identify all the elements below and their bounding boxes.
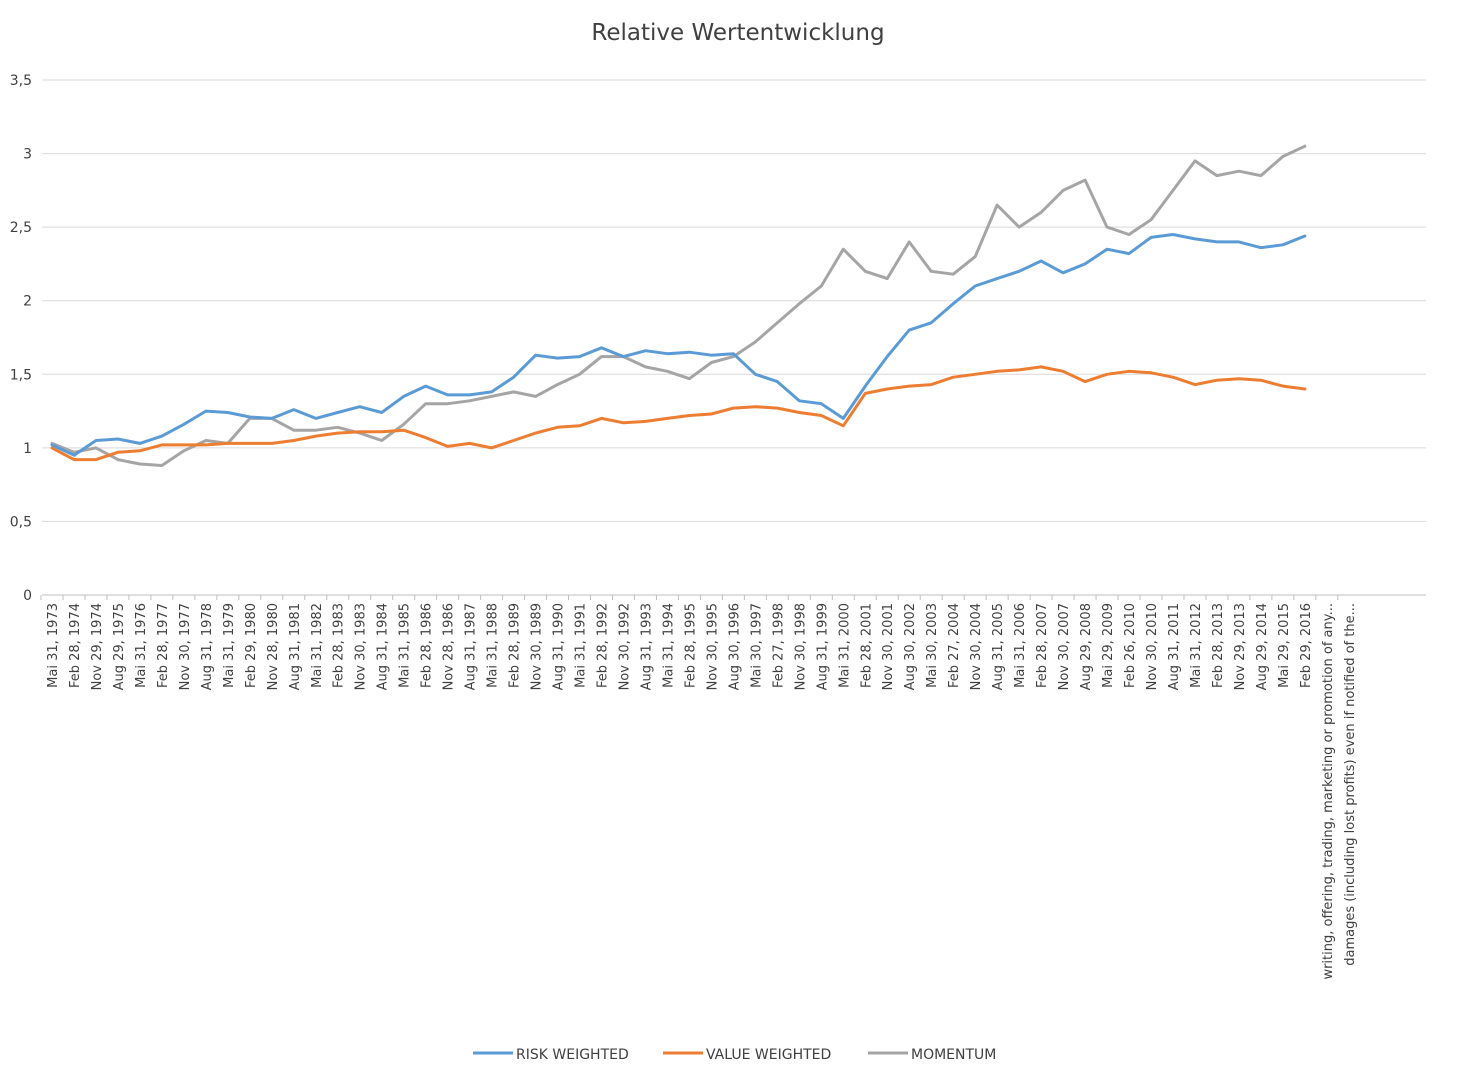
x-tick-label: Mai 31, 1991: [574, 603, 589, 688]
x-tick-label: damages (including lost profits) even if…: [1343, 603, 1358, 966]
x-tick-label: Nov 29, 1974: [90, 603, 105, 690]
x-tick-label: Mai 30, 1997: [749, 603, 764, 688]
x-tick-label: Mai 29, 2015: [1277, 603, 1292, 688]
x-tick-label: Nov 30, 2010: [1145, 603, 1160, 690]
x-tick-label: Feb 28, 2013: [1211, 603, 1226, 688]
x-tick-label: Mai 31, 2012: [1189, 603, 1204, 688]
x-tick-label: Feb 28, 1977: [156, 603, 171, 688]
x-tick-label: Aug 31, 1984: [376, 603, 391, 690]
x-tick-label: Nov 28, 1986: [442, 603, 457, 690]
x-axis-ticks: Mai 31, 1973 Feb 28, 1974 Nov 29, 1974 Aug …: [40, 595, 1358, 980]
x-tick-label: Nov 28, 1980: [266, 603, 281, 690]
x-tick-label: Feb 28, 1995: [683, 603, 698, 688]
x-tick-label: Nov 30, 1998: [793, 603, 808, 690]
x-tick-label: Feb 28, 1986: [420, 603, 435, 688]
x-tick-label: Aug 29, 1975: [112, 603, 127, 690]
x-tick-label: Feb 28, 2001: [859, 603, 874, 688]
x-tick-label: Aug 31, 1993: [639, 603, 654, 690]
x-tick-label: writing, offering, trading, marketing or…: [1321, 603, 1336, 980]
legend-label: RISK WEIGHTED: [516, 1047, 629, 1063]
x-tick-label: Mai 31, 2006: [1013, 603, 1028, 688]
y-tick-label: 2,5: [10, 220, 32, 236]
x-tick-label: Aug 31, 1978: [200, 603, 215, 690]
x-tick-label: Aug 31, 1999: [815, 603, 830, 690]
x-tick-label: Mai 31, 1976: [134, 603, 149, 688]
x-tick-label: Feb 28, 1983: [332, 603, 347, 688]
x-tick-label: Aug 29, 2008: [1079, 603, 1094, 690]
x-tick-label: Nov 30, 1992: [617, 603, 632, 690]
x-tick-label: Mai 29, 2009: [1101, 603, 1116, 688]
y-tick-label: 2: [23, 294, 32, 310]
x-tick-label: Feb 28, 1974: [68, 603, 83, 688]
y-axis-ticks: 0 0,5 1 1,5 2 2,5 3 3,5: [10, 73, 32, 604]
x-tick-label: Aug 31, 1990: [552, 603, 567, 690]
x-tick-label: Nov 30, 2001: [881, 603, 896, 690]
x-tick-label: Feb 29, 2016: [1299, 603, 1314, 688]
x-tick-label: Nov 30, 2007: [1057, 603, 1072, 690]
x-tick-label: Mai 31, 1979: [222, 603, 237, 688]
y-tick-label: 0,5: [10, 514, 32, 530]
x-tick-label: Aug 31, 2011: [1167, 603, 1182, 690]
x-tick-label: Aug 31, 1987: [464, 603, 479, 690]
x-tick-label: Nov 30, 1983: [354, 603, 369, 690]
x-tick-label: Mai 31, 1994: [661, 603, 676, 688]
y-tick-label: 1,5: [10, 367, 32, 383]
x-tick-label: Aug 29, 2014: [1255, 603, 1270, 690]
x-tick-label: Mai 31, 2000: [837, 603, 852, 688]
x-tick-label: Aug 31, 2005: [991, 603, 1006, 690]
legend-label: MOMENTUM: [911, 1047, 996, 1063]
x-tick-label: Feb 28, 1992: [596, 603, 611, 688]
legend: RISK WEIGHTED VALUE WEIGHTED MOMENTUM: [473, 1047, 996, 1063]
series-line-risk-weighted: [50, 233, 1307, 457]
y-tick-label: 3,5: [10, 73, 32, 89]
x-tick-label: Nov 30, 1989: [530, 603, 545, 690]
x-tick-label: Feb 28, 2007: [1035, 603, 1050, 688]
x-tick-label: Feb 28, 1989: [508, 603, 523, 688]
series-line-value-weighted: [50, 365, 1307, 462]
x-tick-label: Mai 31, 1982: [310, 603, 325, 688]
series-lines: [50, 144, 1307, 467]
chart-title: Relative Wertentwicklung: [591, 20, 884, 46]
y-tick-label: 3: [23, 147, 32, 163]
x-tick-label: Mai 31, 1973: [46, 603, 61, 688]
x-tick-label: Aug 30, 1996: [727, 603, 742, 690]
x-tick-label: Mai 30, 2003: [925, 603, 940, 688]
x-tick-label: Nov 29, 2013: [1233, 603, 1248, 690]
x-tick-label: Feb 29, 1980: [244, 603, 259, 688]
legend-label: VALUE WEIGHTED: [706, 1047, 831, 1063]
y-tick-label: 1: [23, 441, 32, 457]
x-tick-label: Nov 30, 1977: [178, 603, 193, 690]
x-tick-label: Nov 30, 2004: [969, 603, 984, 690]
x-tick-label: Feb 27, 2004: [947, 603, 962, 688]
x-tick-label: Feb 27, 1998: [771, 603, 786, 688]
x-tick-label: Mai 31, 1988: [486, 603, 501, 688]
x-tick-label: Mai 31, 1985: [398, 603, 413, 688]
x-tick-label: Nov 30, 1995: [705, 603, 720, 690]
y-tick-label: 0: [23, 588, 32, 604]
gridlines: [42, 79, 1426, 596]
x-tick-label: Feb 26, 2010: [1123, 603, 1138, 688]
x-tick-label: Aug 31, 1981: [288, 603, 303, 690]
x-tick-label: Aug 30, 2002: [903, 603, 918, 690]
